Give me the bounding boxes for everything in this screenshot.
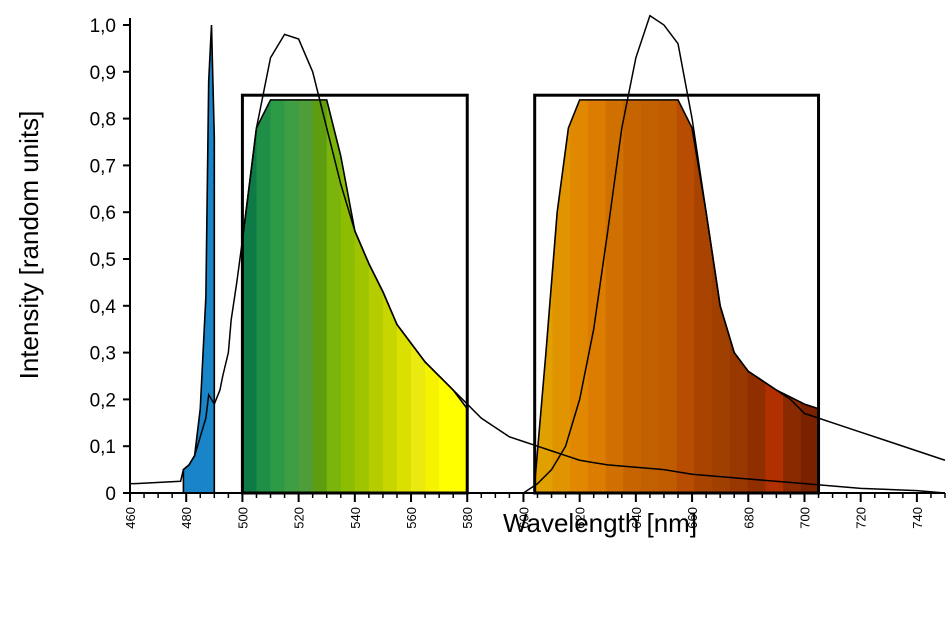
y-tick-label: 1,0 — [90, 16, 116, 37]
color-band-segment — [676, 99, 695, 493]
spectrum-curves — [130, 14, 946, 494]
x-tick-label: 740 — [910, 507, 925, 529]
y-tick-label: 0,6 — [90, 203, 116, 224]
y-tick-label: 0,1 — [90, 437, 116, 458]
x-ticks: 460 480 500 520 540 560 580 600 620 640 660 680 700 7… — [123, 493, 946, 529]
x-tick-label: 600 — [516, 507, 531, 529]
color-band-segment — [453, 99, 468, 493]
color-band-segment — [326, 99, 342, 493]
x-tick-label: 540 — [348, 507, 363, 529]
band-outline — [533, 99, 820, 494]
color-band-segment — [340, 99, 356, 493]
color-band-segment — [270, 99, 286, 493]
color-band-segment — [623, 99, 642, 493]
x-tick-label: 640 — [629, 507, 644, 529]
color-band-segment — [242, 99, 258, 493]
x-tick-label: 580 — [460, 507, 475, 529]
y-tick-label: 0,4 — [90, 297, 117, 318]
color-band-segment — [570, 99, 589, 493]
x-tick-label: 680 — [741, 507, 756, 529]
color-band-segment — [587, 99, 607, 493]
color-band-segment — [765, 99, 784, 493]
color-band-segment — [425, 99, 440, 493]
color-band-segment — [256, 99, 272, 493]
x-tick-label: 500 — [235, 507, 250, 529]
color-band-segment — [783, 99, 802, 493]
y-tick-label: 0,5 — [90, 250, 116, 271]
spectrum-line — [130, 33, 946, 494]
color-band-segment — [298, 99, 314, 493]
filled-bands — [182, 24, 820, 494]
color-band-segment — [368, 99, 384, 493]
y-tick-label: 0,2 — [90, 390, 116, 411]
x-tick-label: 660 — [685, 507, 700, 529]
color-band — [534, 99, 819, 493]
x-tick-label: 480 — [179, 507, 194, 529]
y-tick-label: 0,7 — [90, 156, 116, 177]
x-tick-label: 460 — [123, 507, 138, 529]
color-band-segment — [658, 99, 678, 493]
color-band-segment — [729, 99, 749, 493]
color-band-segment — [605, 99, 624, 493]
color-band-segment — [800, 99, 819, 493]
color-band-segment — [641, 99, 660, 493]
color-band-segment — [534, 99, 554, 493]
color-band-segment — [712, 99, 731, 493]
color-band-segment — [411, 99, 426, 493]
y-tick-label: 0,3 — [90, 344, 116, 365]
y-tick-label: 0,8 — [90, 110, 116, 131]
color-band-segment — [382, 99, 398, 493]
x-tick-label: 620 — [573, 507, 588, 529]
y-axis-label: Intensity [random units] — [14, 111, 44, 380]
color-band-segment — [396, 99, 412, 493]
x-tick-label: 700 — [797, 507, 812, 529]
x-axis-label: Wavelength [nm] — [503, 508, 697, 538]
color-band-segment — [552, 99, 571, 493]
color-band-segment — [354, 99, 370, 493]
y-tick-label: 0 — [105, 484, 116, 505]
spectrum-line — [130, 14, 946, 494]
color-band — [242, 99, 468, 493]
x-tick-label: 520 — [292, 507, 307, 529]
color-band-segment — [694, 99, 713, 493]
color-band-segment — [312, 99, 328, 493]
x-tick-label: 560 — [404, 507, 419, 529]
color-band-segment — [747, 99, 766, 493]
color-band-segment — [284, 99, 300, 493]
color-band-segment — [439, 99, 454, 493]
y-tick-label: 0,9 — [90, 63, 116, 84]
x-tick-label: 720 — [854, 507, 869, 529]
y-ticks: 0 0,1 0,2 0,3 0,4 0,5 0,6 0,7 0,8 0,9 1,0 — [90, 16, 130, 505]
